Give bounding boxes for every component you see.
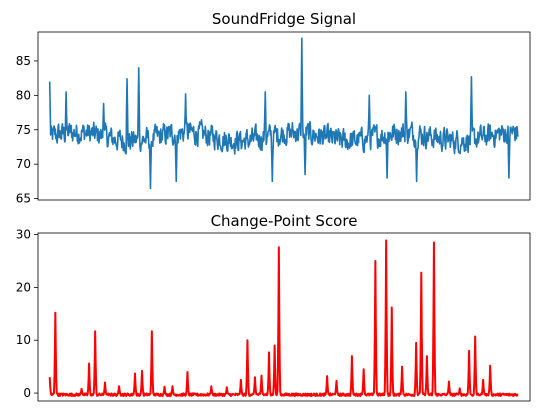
y-tick-label: 0 bbox=[23, 386, 31, 400]
score-y-axis: 0 10 20 30 bbox=[16, 228, 38, 400]
score-plot-area bbox=[48, 239, 519, 397]
signal-chart-title: SoundFridge Signal bbox=[212, 10, 356, 28]
signal-panel: SoundFridge Signal 65 70 75 80 85 bbox=[16, 10, 531, 206]
y-tick-label: 70 bbox=[16, 157, 31, 171]
score-axes-frame bbox=[37, 232, 531, 402]
signal-axes-frame bbox=[37, 31, 531, 201]
y-tick-label: 20 bbox=[16, 280, 31, 294]
y-tick-label: 10 bbox=[16, 333, 31, 347]
score-panel: Change-Point Score 0 10 20 30 bbox=[16, 212, 531, 402]
signal-series-line bbox=[48, 37, 519, 190]
y-tick-label: 65 bbox=[16, 192, 31, 206]
signal-y-axis: 65 70 75 80 85 bbox=[16, 54, 38, 206]
y-tick-label: 75 bbox=[16, 123, 31, 137]
signal-plot-area bbox=[48, 37, 519, 190]
score-chart-title: Change-Point Score bbox=[211, 212, 358, 230]
y-tick-label: 30 bbox=[16, 228, 31, 242]
y-tick-label: 85 bbox=[16, 54, 31, 68]
score-series-line bbox=[48, 239, 519, 397]
y-tick-label: 80 bbox=[16, 88, 31, 102]
